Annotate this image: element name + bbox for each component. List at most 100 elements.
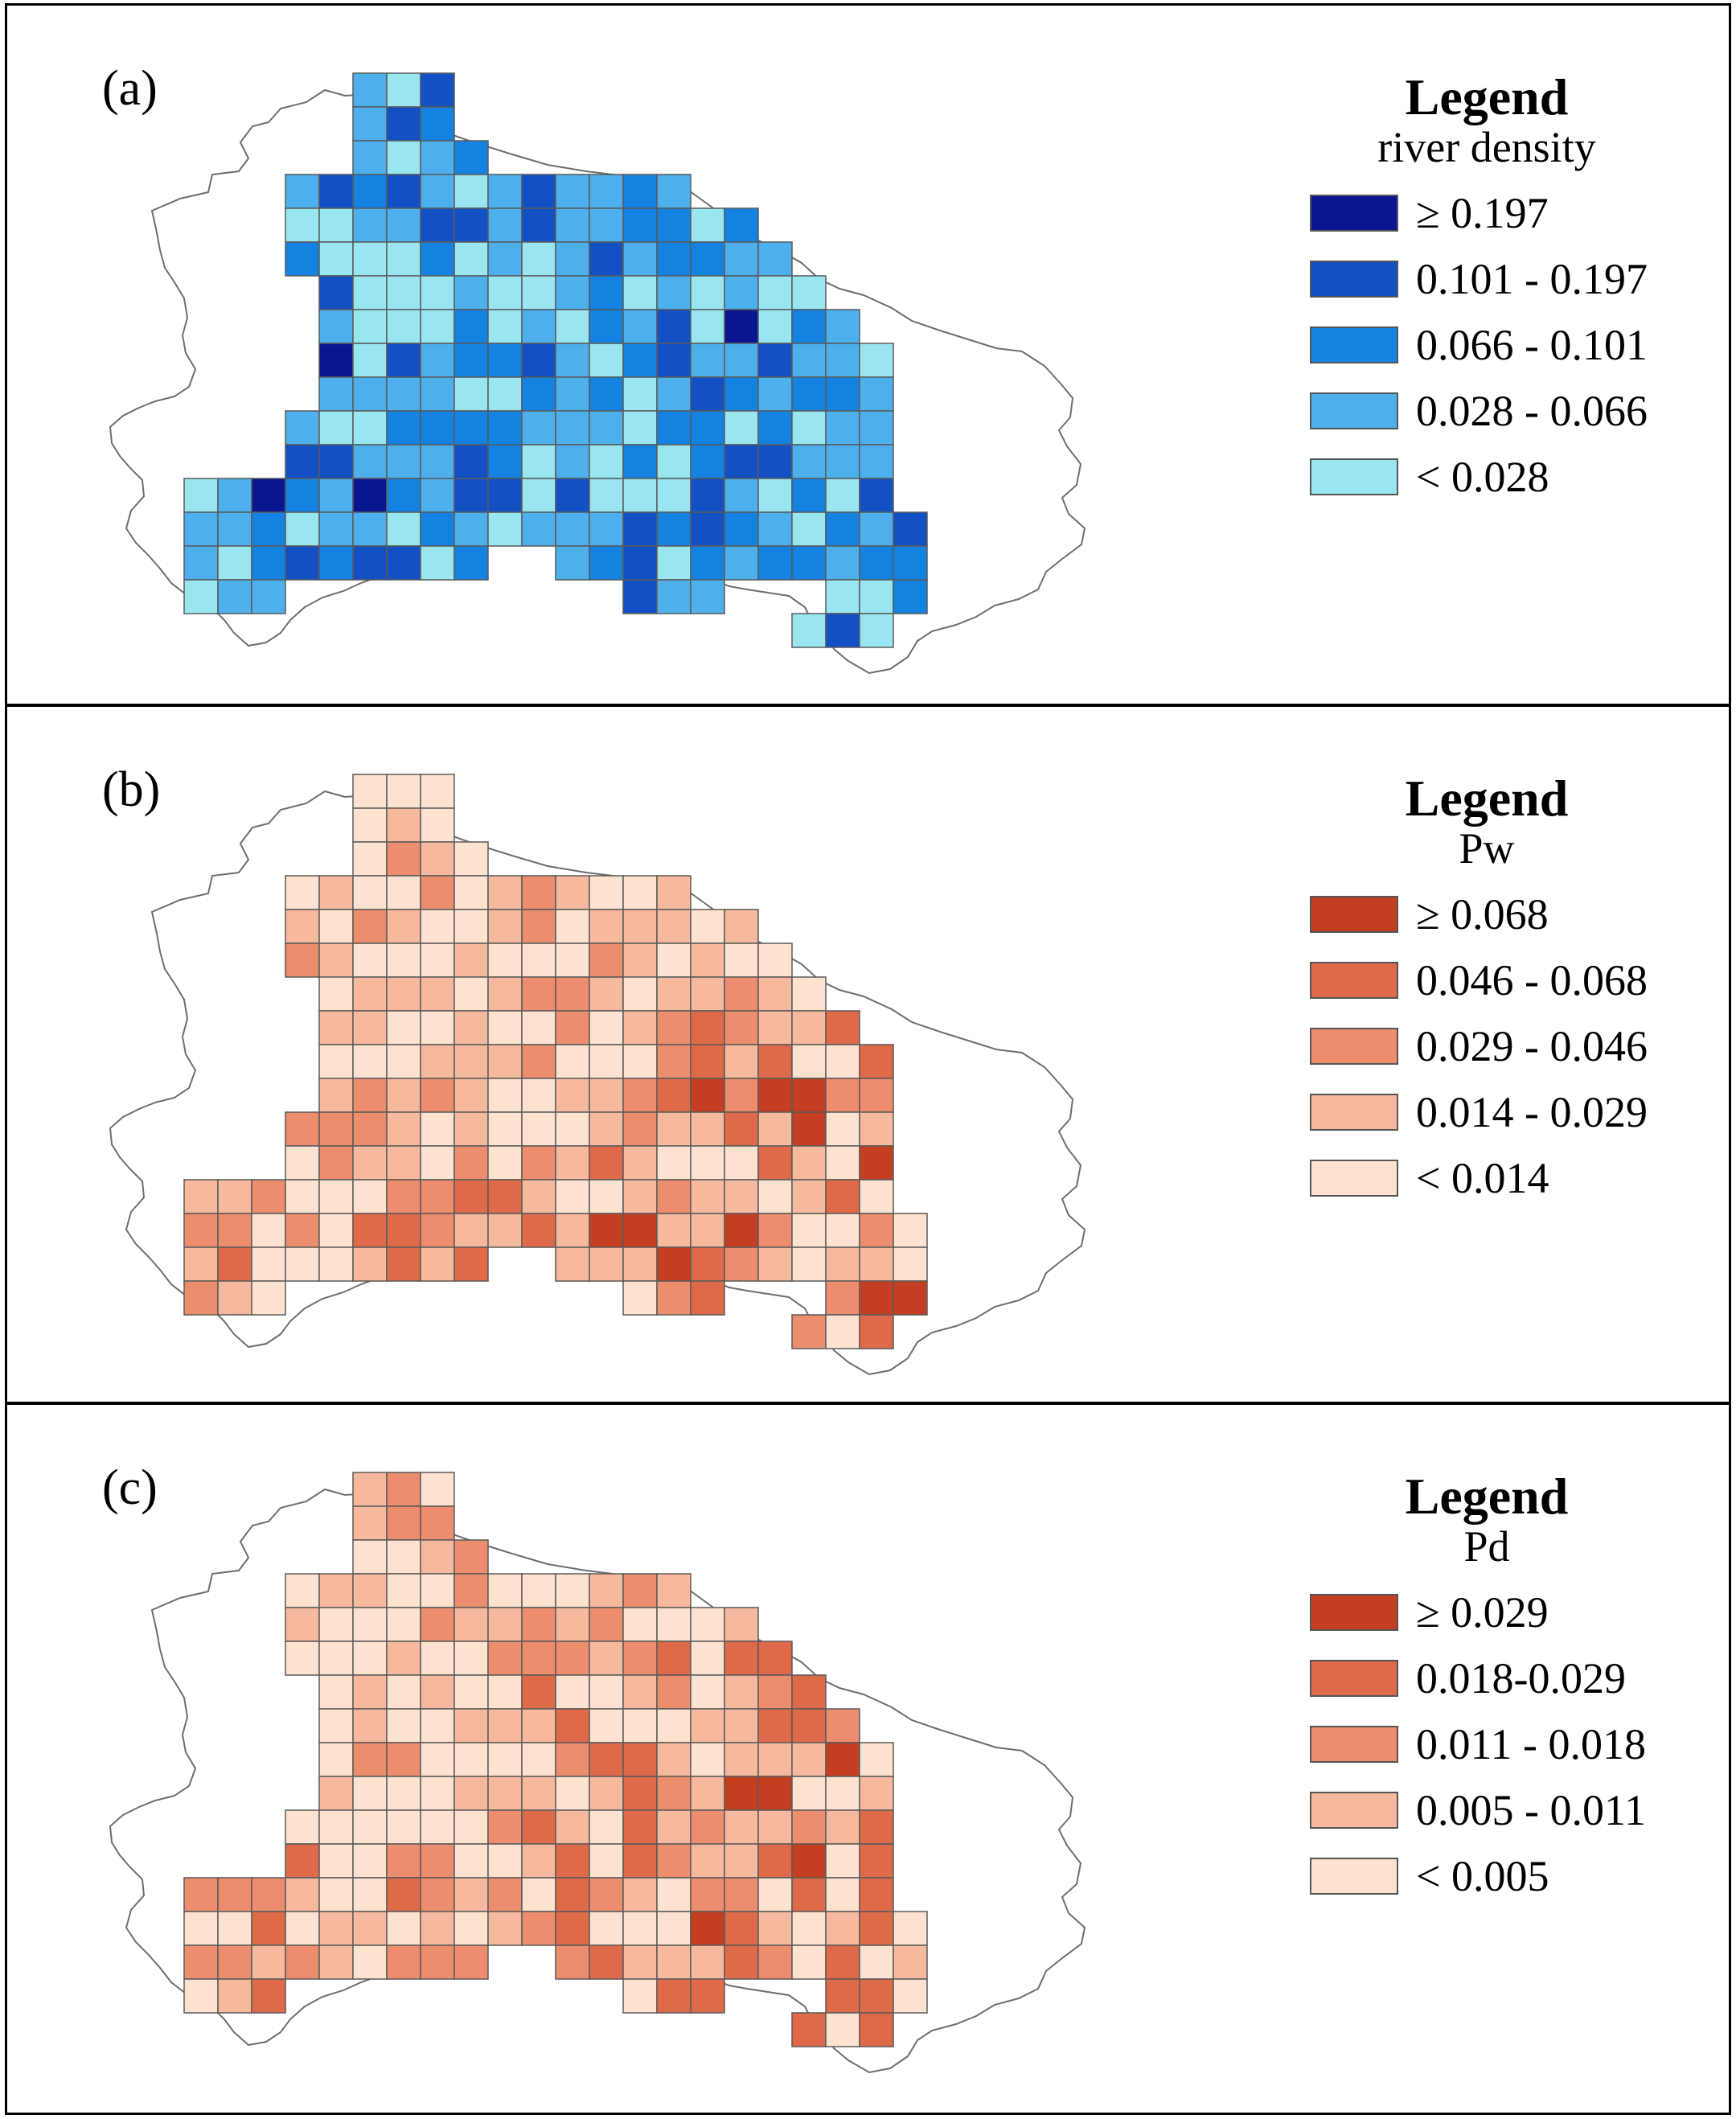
grid-cell <box>555 1213 590 1248</box>
grid-cell <box>690 478 725 513</box>
grid-cell <box>352 1776 388 1811</box>
grid-cell <box>622 1044 658 1079</box>
grid-cell <box>825 478 860 513</box>
grid-cell <box>690 275 725 310</box>
grid-cell <box>352 1472 388 1507</box>
grid-cell <box>555 1607 590 1642</box>
legend-row: 0.101 - 0.197 <box>1310 246 1712 312</box>
grid-cell <box>521 1111 556 1147</box>
grid-cell <box>386 1573 421 1608</box>
grid-cell <box>589 1573 624 1608</box>
grid-cell <box>420 1078 455 1113</box>
grid-cell <box>420 106 455 142</box>
grid-cell <box>386 1044 421 1079</box>
grid-cell <box>318 1708 354 1743</box>
grid-cell <box>825 1314 860 1349</box>
grid-cell <box>285 207 320 243</box>
grid-cell <box>521 1145 556 1181</box>
grid-cell <box>352 376 388 412</box>
grid-cell <box>318 1742 354 1777</box>
grid-cell <box>656 1776 692 1811</box>
grid-cell <box>487 1573 523 1608</box>
grid-cell <box>791 976 827 1012</box>
legend-variable: Pw <box>1459 824 1515 873</box>
grid-cell <box>589 545 624 581</box>
legend-swatch <box>1310 895 1398 933</box>
grid-cell <box>352 774 388 809</box>
grid-cell <box>656 1213 692 1248</box>
grid-cell <box>690 1044 725 1079</box>
grid-cell <box>555 207 590 243</box>
grid-cell <box>386 1809 421 1845</box>
grid-cell <box>656 909 692 944</box>
grid-cell <box>352 1877 388 1912</box>
grid-cell <box>386 241 421 277</box>
grid-cell <box>386 410 421 446</box>
legend-row: 0.011 - 0.018 <box>1310 1711 1712 1777</box>
grid-cell <box>589 1674 624 1710</box>
grid-cell <box>757 1944 793 1980</box>
grid-cell <box>690 1010 725 1045</box>
grid-cell <box>386 1708 421 1743</box>
grid-cell <box>825 545 860 581</box>
grid-cell <box>622 875 658 910</box>
grid-cell <box>318 1776 354 1811</box>
grid-cell <box>656 376 692 412</box>
grid-cell <box>555 875 590 910</box>
grid-cell <box>487 1776 523 1811</box>
grid-cell <box>183 579 219 614</box>
grid-cell <box>690 545 725 581</box>
grid-cell <box>521 1742 556 1777</box>
grid-cell <box>453 1641 489 1676</box>
grid-cell <box>251 478 286 513</box>
grid-cell <box>893 1944 928 1980</box>
legend-title: Legend <box>1405 770 1569 827</box>
grid-cell <box>690 1607 725 1642</box>
grid-cell <box>386 1213 421 1248</box>
grid-cell <box>690 1246 725 1282</box>
legend-label: 0.046 - 0.068 <box>1416 955 1648 1004</box>
grid-cell <box>386 774 421 809</box>
grid-cell <box>589 1843 624 1879</box>
grid-cell <box>352 275 388 310</box>
grid-cell <box>859 1246 894 1282</box>
grid-cell <box>690 1708 725 1743</box>
grid-cell <box>386 875 421 910</box>
grid-cell <box>825 1742 860 1777</box>
grid-cell <box>825 410 860 446</box>
grid-cell <box>487 1742 523 1777</box>
grid-cell <box>622 1078 658 1113</box>
grid-cell <box>521 1776 556 1811</box>
grid-cell <box>622 1877 658 1912</box>
grid-cell <box>656 875 692 910</box>
legend-row: 0.028 - 0.066 <box>1310 378 1712 444</box>
grid-cell <box>420 1010 455 1045</box>
grid-cell <box>386 1505 421 1541</box>
grid-cell <box>690 1776 725 1811</box>
grid-cell <box>589 875 624 910</box>
grid-cell <box>386 545 421 581</box>
grid-cell <box>352 343 388 378</box>
grid-cell <box>453 478 489 513</box>
grid-cell <box>521 942 556 978</box>
legend-row: 0.066 - 0.101 <box>1310 312 1712 378</box>
legend-swatch <box>1310 1857 1398 1895</box>
grid-cell <box>318 1246 354 1282</box>
grid-cell <box>285 1809 320 1845</box>
grid-cell <box>656 1607 692 1642</box>
grid-cell <box>622 1978 658 2014</box>
grid-cell <box>656 579 692 614</box>
grid-cell <box>791 343 827 378</box>
panel-pw: (b) Legend Pw ≥ 0.068 0.046 - 0.068 0.02… <box>5 704 1731 1404</box>
legend-swatch <box>1310 1659 1398 1697</box>
grid-cell <box>453 1573 489 1608</box>
panel-label: (c) <box>102 1460 158 1515</box>
grid-cell <box>420 1742 455 1777</box>
grid-cell <box>690 579 725 614</box>
grid-cell <box>589 478 624 513</box>
grid-cell <box>521 410 556 446</box>
grid-cell <box>352 72 388 108</box>
grid-cell <box>589 942 624 978</box>
grid-cell <box>487 875 523 910</box>
grid-cell <box>825 1246 860 1282</box>
